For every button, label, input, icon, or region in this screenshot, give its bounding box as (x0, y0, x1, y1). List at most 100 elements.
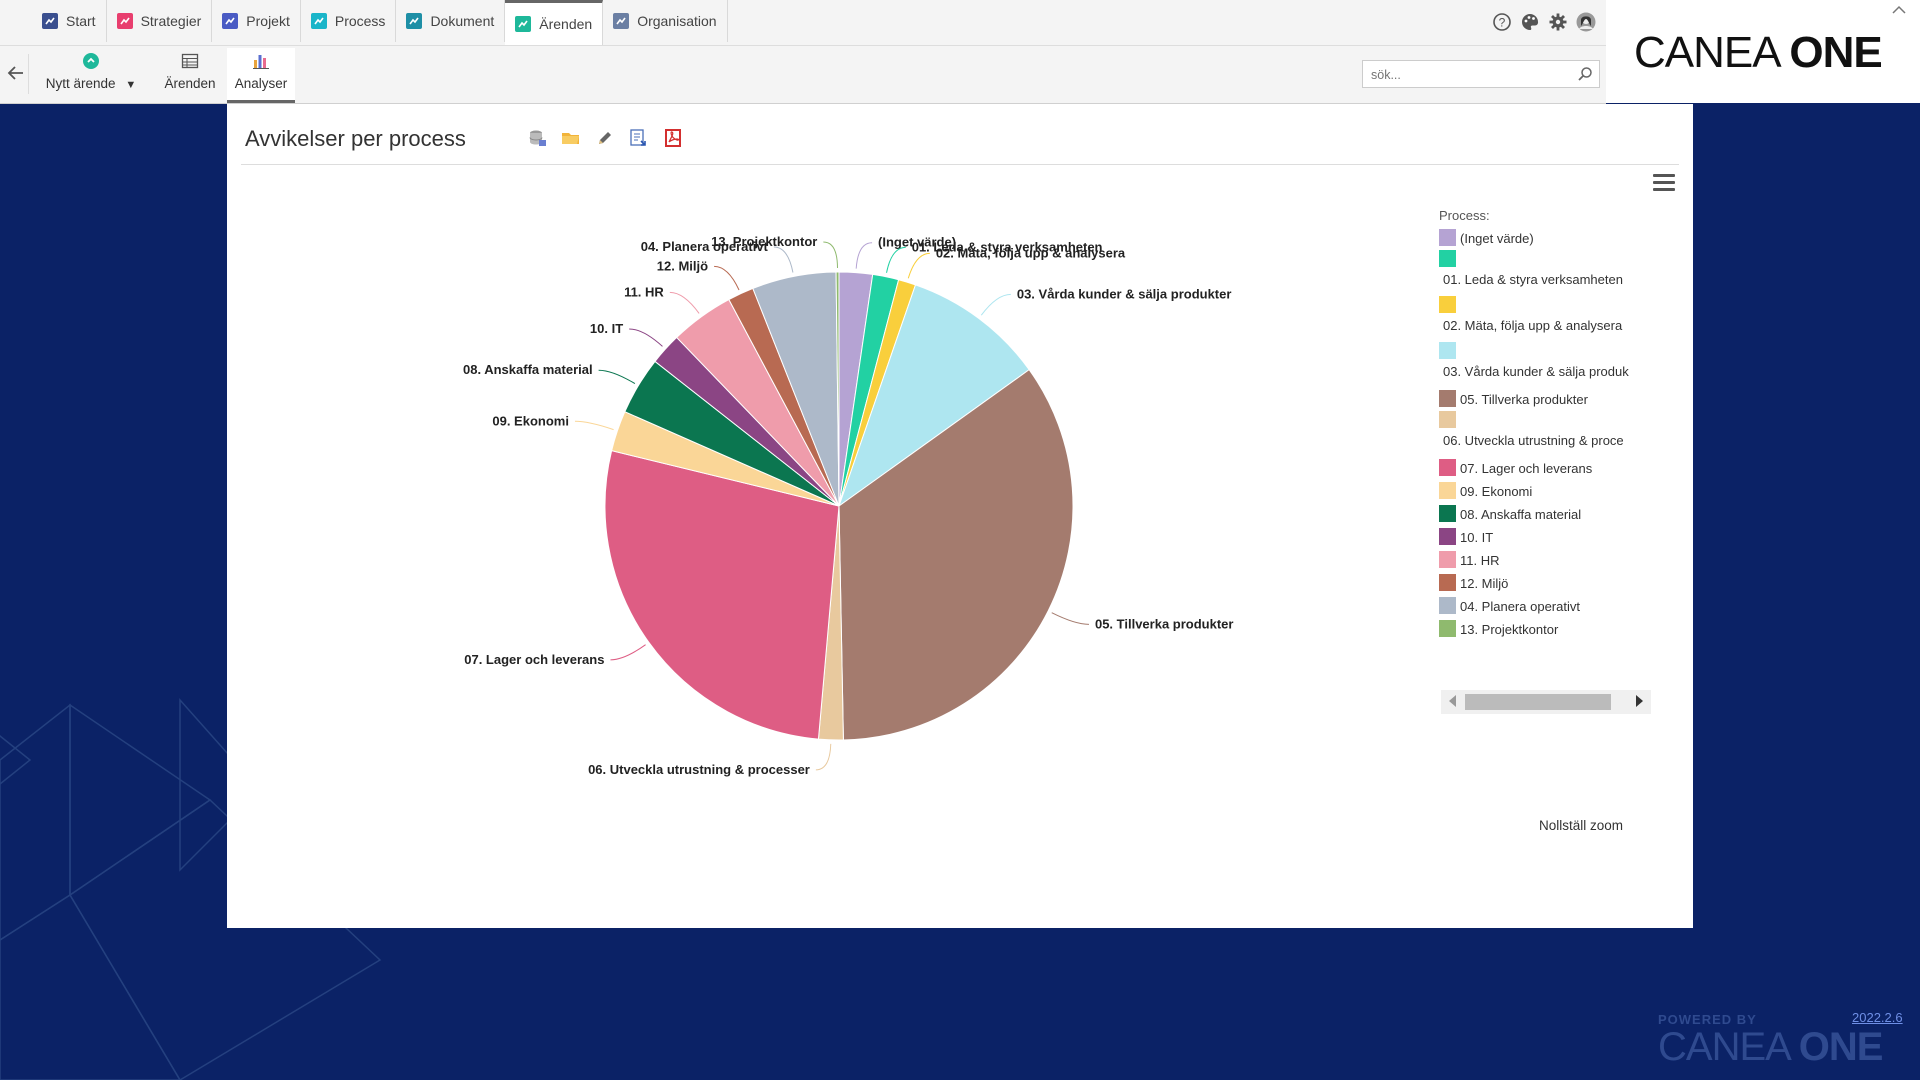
tab-label: Ärenden (539, 16, 593, 32)
chart-menu-button[interactable] (1653, 174, 1675, 194)
legend-item[interactable]: 08. Anskaffa material (1439, 503, 1653, 526)
legend-item[interactable]: 04. Planera operativt (1439, 595, 1653, 618)
legend-swatch (1439, 505, 1456, 522)
new-case-label: Nytt ärende (45, 76, 116, 91)
data-label: 02. Mäta, följa upp & analysera (936, 245, 1126, 260)
document-icon (404, 11, 424, 31)
add-circle-icon (83, 53, 99, 69)
tab-document[interactable]: Dokument (396, 0, 506, 42)
legend-swatch (1439, 528, 1456, 545)
svg-text:?: ? (1499, 16, 1506, 30)
legend-label: 06. Utveckla utrustning & proce (1443, 433, 1624, 448)
label-connector (815, 743, 832, 771)
legend-item[interactable]: 11. HR (1439, 549, 1653, 572)
label-connector (669, 291, 700, 314)
label-connector (823, 241, 839, 269)
legend-item[interactable]: 12. Miljö (1439, 572, 1653, 595)
legend-item[interactable]: 01. Leda & styra verksamheten (1439, 250, 1653, 296)
pie-slice[interactable] (838, 284, 1030, 508)
cases-button[interactable]: Ärenden (160, 48, 220, 100)
tab-home[interactable]: Start (32, 0, 107, 42)
legend-item[interactable]: (Inget värde) (1439, 227, 1653, 250)
case-icon (513, 14, 533, 34)
legend-item[interactable]: 09. Ekonomi (1439, 480, 1653, 503)
legend-item[interactable]: 13. Projektkontor (1439, 618, 1653, 641)
scroll-left-icon[interactable] (1449, 695, 1456, 707)
back-button[interactable] (6, 54, 29, 94)
tab-organisation[interactable]: Organisation (603, 0, 728, 42)
page-title: Avvikelser per process (245, 126, 466, 151)
version-link[interactable]: 2022.2.6 (1852, 1010, 1903, 1025)
pdf-icon[interactable] (663, 128, 683, 148)
collapse-header-icon[interactable] (1892, 2, 1906, 20)
settings-icon[interactable] (1548, 12, 1568, 32)
legend-item[interactable]: 10. IT (1439, 526, 1653, 549)
legend-swatch (1439, 390, 1456, 407)
data-label: 04. Planera operativt (641, 239, 769, 254)
data-label: 01. Leda & styra verksamheten (912, 239, 1103, 254)
tab-label: Process (334, 13, 386, 29)
legend-title: Process: (1439, 208, 1490, 223)
scroll-right-icon[interactable] (1636, 695, 1643, 707)
analyses-button[interactable]: Analyser (227, 48, 295, 103)
tab-project[interactable]: Projekt (212, 0, 301, 42)
avatar[interactable] (1576, 12, 1596, 32)
legend-item[interactable]: 06. Utveckla utrustning & proce (1439, 411, 1653, 457)
pie-chart: (Inget värde)01. Leda & styra verksamhet… (463, 234, 1233, 777)
data-label: 10. IT (590, 321, 623, 336)
powered-by-logo: POWERED BY CANEA ONE (1658, 1012, 1883, 1069)
legend-label: 05. Tillverka produkter (1460, 392, 1588, 407)
label-connector (980, 293, 1011, 316)
pie-slice[interactable] (604, 450, 840, 740)
legend-swatch (1439, 229, 1456, 246)
label-connector (907, 252, 930, 279)
legend-scrollbar[interactable] (1441, 690, 1651, 714)
table-icon (181, 53, 199, 69)
bar-chart-icon (253, 55, 269, 69)
tab-label: Strategier (140, 13, 202, 29)
brand-area: CANEA ONE (1606, 0, 1920, 103)
label-connector (598, 369, 636, 384)
legend-item[interactable]: 07. Lager och leverans (1439, 457, 1653, 480)
canea-one-logo: CANEA ONE (1634, 28, 1883, 77)
label-connector (886, 246, 906, 273)
folder-icon[interactable] (561, 128, 581, 148)
cases-label: Ärenden (164, 76, 216, 91)
search-input[interactable] (1369, 67, 1573, 83)
database-icon[interactable] (527, 128, 547, 148)
legend-label: 08. Anskaffa material (1460, 507, 1582, 522)
legend-label: 12. Miljö (1460, 576, 1509, 591)
module-tabs: Start Strategier Projekt Process Dokument Äre… (32, 0, 728, 45)
tab-case[interactable]: Ärenden (505, 0, 604, 45)
label-connector (714, 265, 740, 291)
help-icon[interactable]: ? (1492, 12, 1512, 32)
top-navigation: Start Strategier Projekt Process Dokument Äre… (0, 0, 1606, 46)
label-connector (773, 246, 794, 273)
legend-swatch (1439, 551, 1456, 568)
export-icon[interactable] (629, 128, 649, 148)
search-icon[interactable] (1577, 66, 1593, 82)
data-label: 11. HR (624, 284, 664, 299)
new-case-button[interactable]: Nytt ärende ▼ (38, 48, 144, 100)
label-connector (1051, 612, 1089, 625)
legend-label: 13. Projektkontor (1460, 622, 1559, 637)
tab-strategy[interactable]: Strategier (107, 0, 213, 42)
legend-item[interactable]: 05. Tillverka produkter (1439, 388, 1653, 411)
legend-swatch (1439, 342, 1456, 359)
reset-zoom-button[interactable]: Nollställ zoom (1539, 818, 1624, 833)
legend-item[interactable]: 02. Mäta, följa upp & analysera (1439, 296, 1653, 342)
pie-slice[interactable] (838, 368, 1074, 741)
search-box (1362, 60, 1600, 88)
legend-label: 09. Ekonomi (1460, 484, 1533, 499)
palette-icon[interactable] (1520, 12, 1540, 32)
legend-label: 03. Vårda kunder & sälja produk (1443, 364, 1629, 379)
data-label: 12. Miljö (657, 258, 708, 273)
edit-icon[interactable] (595, 128, 615, 148)
pie-slice[interactable] (835, 271, 840, 507)
tab-label: Start (66, 13, 96, 29)
dropdown-caret-icon[interactable]: ▼ (125, 79, 137, 91)
scroll-thumb[interactable] (1465, 694, 1611, 710)
tab-process[interactable]: Process (301, 0, 397, 42)
legend-swatch (1439, 482, 1456, 499)
legend-item[interactable]: 03. Vårda kunder & sälja produk (1439, 342, 1653, 388)
